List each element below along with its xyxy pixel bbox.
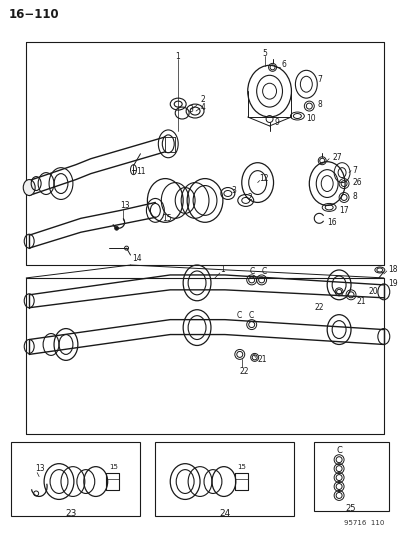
Text: 3: 3 xyxy=(231,186,236,195)
Text: 21: 21 xyxy=(257,355,266,364)
Text: 15: 15 xyxy=(162,214,171,223)
Text: 15: 15 xyxy=(109,464,118,470)
Text: 15: 15 xyxy=(237,464,246,470)
Text: 1: 1 xyxy=(175,52,180,61)
Text: C: C xyxy=(236,311,242,320)
Text: C: C xyxy=(248,311,253,320)
Text: 6: 6 xyxy=(281,60,286,69)
Text: 8: 8 xyxy=(351,192,356,201)
Text: 24: 24 xyxy=(219,509,230,518)
Text: 7: 7 xyxy=(316,75,321,84)
Text: 16−110: 16−110 xyxy=(8,8,59,21)
Bar xyxy=(11,442,140,516)
Text: 1: 1 xyxy=(219,265,224,274)
Text: 4: 4 xyxy=(201,102,205,111)
Text: 7: 7 xyxy=(351,166,356,175)
Text: 18: 18 xyxy=(387,265,396,274)
Text: 95716  110: 95716 110 xyxy=(343,520,384,526)
Text: 13: 13 xyxy=(35,464,45,473)
Text: C: C xyxy=(261,268,266,277)
Text: 8: 8 xyxy=(316,100,321,109)
Text: 12: 12 xyxy=(259,174,268,183)
Text: 22: 22 xyxy=(239,367,249,376)
Text: 25: 25 xyxy=(345,504,356,513)
Text: 2: 2 xyxy=(247,193,252,202)
Text: C: C xyxy=(249,268,254,277)
Text: 13: 13 xyxy=(120,201,130,210)
Text: 22: 22 xyxy=(313,303,323,312)
Text: 11: 11 xyxy=(136,167,146,176)
Text: 9: 9 xyxy=(274,118,279,127)
Text: 26: 26 xyxy=(351,178,361,187)
Text: 23: 23 xyxy=(65,509,76,518)
Text: 10: 10 xyxy=(306,115,315,124)
Bar xyxy=(313,442,388,511)
Text: 2: 2 xyxy=(199,95,204,103)
Text: 3: 3 xyxy=(188,104,192,114)
Circle shape xyxy=(114,227,118,230)
Text: 27: 27 xyxy=(331,153,341,162)
Text: 16: 16 xyxy=(326,218,336,227)
Text: 17: 17 xyxy=(338,206,348,215)
Text: C: C xyxy=(335,446,341,455)
Text: 14: 14 xyxy=(132,254,142,263)
Text: 20: 20 xyxy=(368,287,377,296)
Ellipse shape xyxy=(23,180,35,196)
Text: 5: 5 xyxy=(262,49,267,58)
Bar xyxy=(155,442,294,516)
Text: 19: 19 xyxy=(387,279,396,288)
Text: 21: 21 xyxy=(356,297,366,306)
